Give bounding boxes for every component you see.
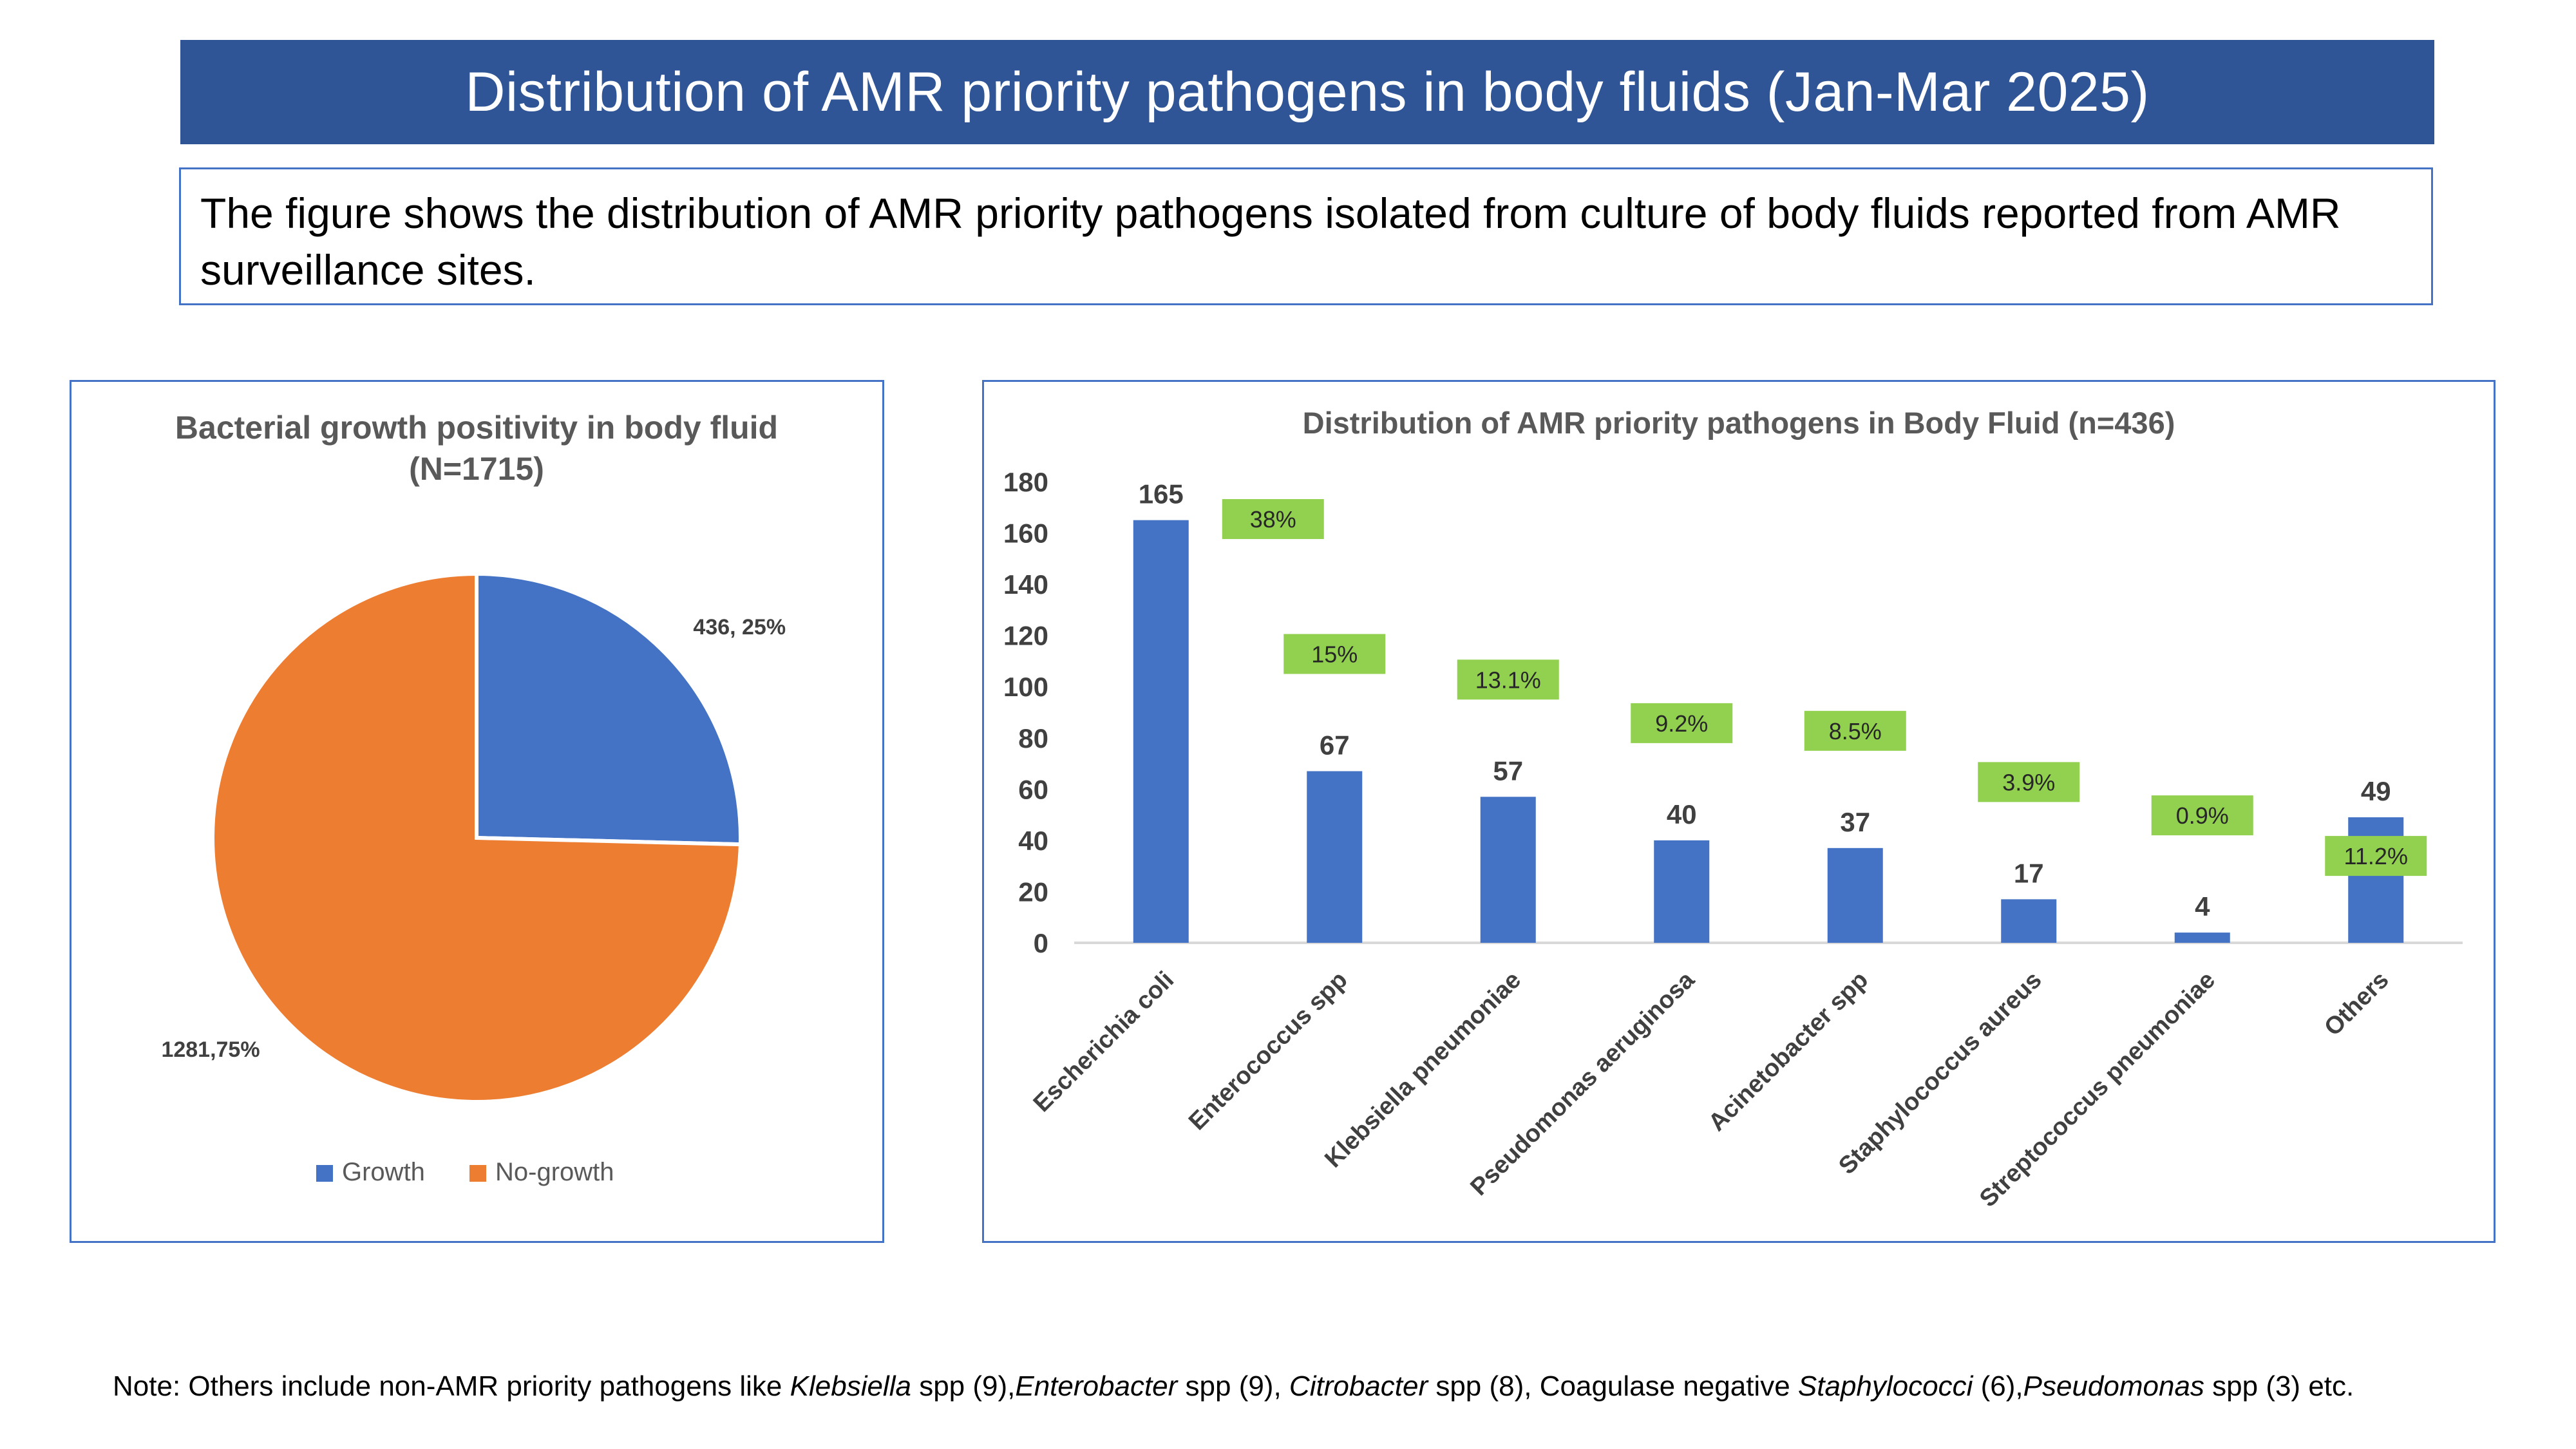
percent-label: 8.5% — [1829, 718, 1882, 744]
pie-slice-no-growth — [211, 571, 743, 1104]
y-tick-label: 0 — [1034, 928, 1048, 958]
legend-label: Growth — [342, 1158, 425, 1186]
bar-value-label: 165 — [1139, 479, 1184, 509]
page-title: Distribution of AMR priority pathogens i… — [180, 40, 2434, 144]
bar — [1827, 848, 1883, 943]
bar-value-label: 37 — [1840, 807, 1870, 837]
footnote-italic-term: Klebsiella — [790, 1370, 911, 1402]
y-tick-label: 40 — [1018, 826, 1048, 856]
bar — [1307, 771, 1363, 943]
percent-label: 9.2% — [1655, 710, 1708, 737]
y-tick-label: 20 — [1018, 876, 1048, 907]
footnote-italic-term: Enterobacter — [1015, 1370, 1178, 1402]
percent-label-box — [2151, 795, 2253, 836]
percent-label-box — [1222, 499, 1324, 539]
y-tick-label: 120 — [1003, 621, 1048, 651]
percent-label-box — [1978, 762, 2080, 802]
footnote-italic-term: Pseudomonas — [2023, 1370, 2204, 1402]
percent-label-box — [1631, 703, 1733, 743]
bar-chart-title: Distribution of AMR priority pathogens i… — [1303, 406, 2175, 440]
bar-chart-panel: Distribution of AMR priority pathogens i… — [982, 380, 2496, 1243]
pie-slice-label: 436, 25% — [693, 615, 786, 639]
bar-value-label: 57 — [1493, 755, 1523, 786]
percent-label-box — [1457, 659, 1559, 700]
pie-chart-title: Bacterial growth positivity in body flui… — [175, 410, 778, 446]
footnote-text: spp (8), Coagulase negative — [1428, 1370, 1798, 1402]
pie-chart-subtitle: (N=1715) — [409, 451, 544, 487]
x-tick-label: Staphylococcus aureus — [1833, 967, 2047, 1180]
y-tick-label: 140 — [1003, 569, 1048, 600]
bar-chart: Distribution of AMR priority pathogens i… — [1003, 406, 2463, 1213]
y-tick-label: 160 — [1003, 518, 1048, 549]
y-tick-label: 180 — [1003, 467, 1048, 497]
y-tick-label: 100 — [1003, 672, 1048, 702]
percent-label-box — [2325, 836, 2427, 876]
bar — [2174, 933, 2230, 943]
percent-label-box — [1283, 634, 1386, 674]
bar-value-label: 40 — [1667, 799, 1697, 829]
bar — [1480, 797, 1536, 943]
percent-label: 0.9% — [2176, 802, 2229, 829]
x-tick-label: Escherichia coli — [1028, 967, 1179, 1117]
footnote: Note: Others include non-AMR priority pa… — [113, 1370, 2354, 1403]
bar — [1133, 520, 1189, 943]
bar-value-label: 17 — [2014, 858, 2044, 888]
bar-value-label: 4 — [2195, 891, 2210, 922]
percent-label: 13.1% — [1475, 667, 1541, 693]
footnote-text: spp (9), — [911, 1370, 1016, 1402]
description-text: The figure shows the distribution of AMR… — [179, 167, 2433, 305]
percent-label: 11.2% — [2344, 843, 2408, 869]
footnote-text: Note: Others include non-AMR priority pa… — [113, 1370, 790, 1402]
footnote-text: spp (3) etc. — [2204, 1370, 2354, 1402]
legend-swatch — [469, 1165, 486, 1182]
y-tick-label: 80 — [1018, 723, 1048, 753]
footnote-text: spp (9), — [1177, 1370, 1289, 1402]
percent-label: 15% — [1311, 641, 1358, 667]
x-tick-label: Acinetobacter spp — [1703, 967, 1873, 1137]
pie-slice-label: 1281,75% — [161, 1037, 260, 1062]
legend-swatch — [316, 1165, 333, 1182]
percent-label: 3.9% — [2002, 769, 2055, 795]
pie-chart: Bacterial growth positivity in body flui… — [161, 410, 786, 1186]
footnote-text: (6), — [1973, 1370, 2023, 1402]
percent-label: 38% — [1250, 506, 1296, 533]
y-tick-label: 60 — [1018, 774, 1048, 804]
legend-label: No-growth — [495, 1158, 614, 1186]
bar-value-label: 49 — [2361, 776, 2391, 806]
footnote-italic-term: Staphylococci — [1797, 1370, 1973, 1402]
pie-chart-panel: Bacterial growth positivity in body flui… — [70, 380, 884, 1243]
pie-slice-growth — [475, 571, 743, 847]
x-tick-label: Others — [2319, 967, 2394, 1041]
footnote-italic-term: Citrobacter — [1289, 1370, 1428, 1402]
x-tick-label: Klebsiella pneumoniae — [1320, 967, 1526, 1173]
percent-label-box — [1804, 710, 1906, 751]
bar — [2001, 899, 2057, 943]
bar — [1654, 840, 1710, 943]
bar-value-label: 67 — [1320, 730, 1350, 760]
x-tick-label: Enterococcus spp — [1184, 967, 1353, 1136]
